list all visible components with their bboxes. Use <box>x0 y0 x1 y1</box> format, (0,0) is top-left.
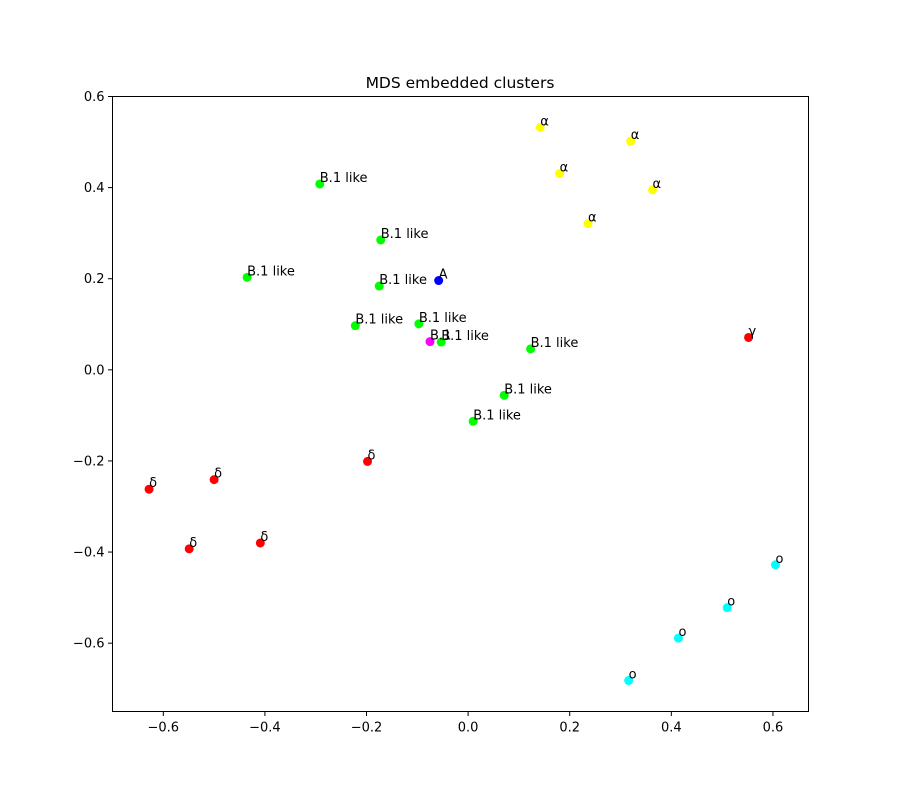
point-label: α <box>540 114 549 129</box>
point-label: B.1 like <box>473 408 521 423</box>
data-point-b1like <box>414 319 424 329</box>
data-point-b1like <box>526 344 536 354</box>
point-label: δ <box>260 530 268 545</box>
data-point-alpha <box>555 168 565 178</box>
point-label: B.1 <box>430 329 451 344</box>
data-point-delta <box>363 456 373 466</box>
data-point-omicron <box>624 676 634 686</box>
x-tick-label: 0.4 <box>661 721 682 736</box>
point-label: α <box>653 177 662 192</box>
data-point-omicron <box>770 560 780 570</box>
y-tick-label: 0.2 <box>84 272 105 287</box>
data-point-b1like <box>468 416 478 426</box>
point-label: A <box>439 268 448 283</box>
data-point-b1like <box>350 321 360 331</box>
point-label: o <box>629 668 637 683</box>
data-point-delta <box>209 475 219 485</box>
point-label: α <box>560 160 569 175</box>
point-label: δ <box>149 476 157 491</box>
point-label: B.1 like <box>355 313 403 328</box>
marks-layer <box>144 122 780 686</box>
point-label: o <box>678 625 686 640</box>
point-label: δ <box>189 536 197 551</box>
axes-layer: −0.6 −0.4 −0.2 0.0 0.2 0.4 0.6 −0.6 −0.4 −0.2 0.0 0… <box>73 90 809 736</box>
point-label: B.1 like <box>381 227 429 242</box>
data-point-delta <box>255 538 265 548</box>
data-point-delta <box>144 484 154 494</box>
data-point-b1like <box>374 281 384 291</box>
x-tick-label: 0.0 <box>458 721 479 736</box>
y-tick-label: 0.0 <box>84 363 105 378</box>
y-tick-label: 0.6 <box>84 90 105 105</box>
data-point-alpha <box>535 122 545 132</box>
data-point-alpha <box>648 185 658 195</box>
point-label: δ <box>214 467 222 482</box>
plot-frame <box>112 96 809 712</box>
x-tick-label: 0.6 <box>763 721 784 736</box>
data-point-b1like <box>242 272 252 282</box>
point-label: γ <box>749 324 757 339</box>
y-tick-label: −0.2 <box>73 454 105 469</box>
x-tick-label: −0.4 <box>249 721 281 736</box>
point-label: o <box>727 595 735 610</box>
point-label: o <box>775 552 783 567</box>
data-point-omicron <box>673 633 683 643</box>
data-point-alpha <box>583 219 593 229</box>
x-tick-label: −0.2 <box>351 721 383 736</box>
data-point-alpha <box>626 136 636 146</box>
data-point-A <box>434 276 444 286</box>
data-point-b1like <box>499 390 509 400</box>
point-label: B.1 like <box>504 382 552 397</box>
data-point-omicron <box>722 603 732 613</box>
point-label: B.1 like <box>320 171 368 186</box>
data-point-gamma <box>744 332 754 342</box>
x-tick-label: 0.2 <box>559 721 580 736</box>
data-point-B1 <box>425 337 435 347</box>
data-point-b1like <box>315 179 325 189</box>
point-label: B.1 like <box>531 336 579 351</box>
y-tick-label: −0.6 <box>73 637 105 652</box>
data-point-b1like <box>436 337 446 347</box>
point-label: α <box>631 128 640 143</box>
point-label: B.1 like <box>441 329 489 344</box>
point-label: δ <box>368 448 376 463</box>
point-label: B.1 like <box>379 273 427 288</box>
x-tick-label: −0.6 <box>148 721 180 736</box>
point-label: B.1 like <box>419 311 467 326</box>
y-tick-label: 0.4 <box>84 181 105 196</box>
chart-title: MDS embedded clusters <box>366 74 555 92</box>
point-label: α <box>588 211 597 226</box>
data-point-b1like <box>376 235 386 245</box>
point-label: B.1 like <box>247 264 295 279</box>
y-tick-label: −0.4 <box>73 546 105 561</box>
data-point-delta <box>184 544 194 554</box>
